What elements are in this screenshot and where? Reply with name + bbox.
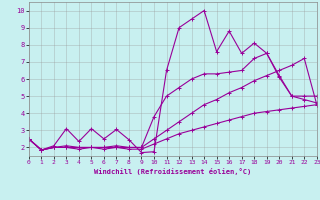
X-axis label: Windchill (Refroidissement éolien,°C): Windchill (Refroidissement éolien,°C): [94, 168, 252, 175]
